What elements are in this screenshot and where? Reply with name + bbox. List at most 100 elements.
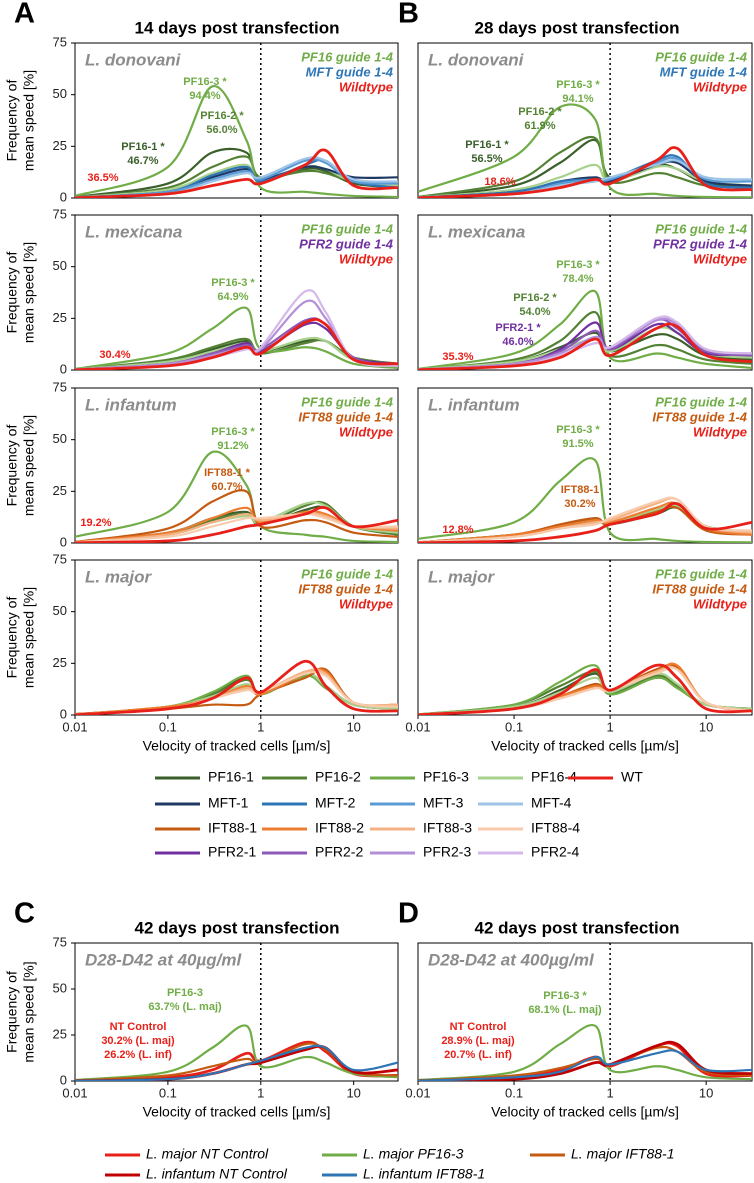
y-tick-label: 0: [60, 1072, 67, 1087]
x-tick-label: 1: [257, 1085, 264, 1100]
x-tick-label: 1: [606, 1085, 613, 1100]
panel-title: 14 days post transfection: [134, 18, 339, 37]
legend-label: PF16-1: [208, 769, 254, 785]
x-tick-label: 0.1: [159, 719, 177, 734]
group-label: Wildtype: [693, 251, 747, 266]
series-line: [418, 457, 752, 543]
group-label: MFT guide 1-4: [306, 64, 394, 79]
y-tick-label: 50: [53, 86, 67, 101]
curves: [75, 450, 398, 543]
annotation: 56.5%: [471, 153, 502, 165]
x-tick-label: 0.01: [405, 719, 430, 734]
plot-frame: [417, 387, 753, 544]
x-tick-label: 10: [699, 719, 713, 734]
panel-letter: B: [398, 0, 419, 30]
annotation: PF16-2 *: [513, 292, 557, 304]
annotation: 78.4%: [562, 273, 593, 285]
annotation: 91.5%: [562, 438, 593, 450]
group-label: PFR2 guide 1-4: [653, 236, 748, 251]
legend: PF16-1 PF16-2 PF16-3 PF16-4 WT MFT-1 MFT-2 MFT-…: [155, 769, 643, 860]
series-line: [418, 501, 752, 543]
curves: [418, 457, 752, 543]
annotation: 26.2% (L. inf): [104, 1049, 172, 1061]
y-tick-label: 75: [53, 34, 67, 49]
species-label: L. mexicana: [428, 222, 525, 241]
x-tick-label: 10: [346, 719, 360, 734]
legend-label: IFT88-3: [423, 820, 472, 836]
x-tick-label: 1: [257, 719, 264, 734]
annotation: PF16-3 *: [556, 424, 600, 436]
curves: [418, 103, 752, 198]
annotation: PF16-3 *: [543, 990, 587, 1002]
plot-frame: [417, 942, 753, 1082]
x-tick-label: 10: [346, 1085, 360, 1100]
species-label: L. infantum: [85, 395, 177, 414]
group-label: IFT88 guide 1-4: [652, 409, 747, 424]
panel-letter: C: [14, 898, 35, 930]
series-line: [75, 506, 398, 543]
y-tick-label: 75: [53, 551, 67, 566]
y-axis-label: mean speed [%]: [21, 242, 37, 343]
annotation: PFR2-1 *: [495, 322, 541, 334]
x-tick-label: 0.1: [505, 1085, 523, 1100]
legend-label: PFR2-3: [423, 844, 471, 860]
x-axis-label: Velocity of tracked cells [µm/s]: [491, 1104, 679, 1120]
series-line: [418, 146, 752, 198]
x-tick-label: 0.1: [505, 719, 523, 734]
panel: D 42 days post transfection 0.01 0.1 1 10 Velo…: [398, 898, 753, 1120]
y-axis-label: mean speed [%]: [21, 70, 37, 171]
y-axis-label: Frequency of: [4, 80, 20, 162]
panel-title: 42 days post transfection: [474, 918, 679, 937]
y-tick-label: 25: [53, 1026, 67, 1041]
series-line: [75, 148, 398, 198]
annotation: PF16-1 *: [465, 139, 509, 151]
series-line: [75, 1044, 398, 1081]
panel: 0 25 50 75 Frequency of mean speed [%] L. infa…: [4, 379, 399, 549]
group-label: IFT88 guide 1-4: [652, 581, 747, 596]
panel: C 42 days post transfection 0 25 50 75 Frequen…: [4, 898, 399, 1120]
y-tick-label: 75: [53, 934, 67, 949]
legend-label: L. major IFT88-1: [571, 1146, 674, 1162]
x-tick-label: 1: [606, 719, 613, 734]
y-axis-label: Frequency of: [4, 597, 20, 679]
species-label: L. mexicana: [85, 222, 182, 241]
annotation: 60.7%: [211, 481, 242, 493]
legend-label: PFR2-1: [208, 844, 256, 860]
annotation: 28.9% (L. maj): [441, 1035, 515, 1047]
panel: A 14 days post transfection 0 25 50 75 Frequen…: [4, 0, 399, 204]
annotation: 35.3%: [442, 351, 473, 363]
annotation: 36.5%: [87, 172, 118, 184]
annotation: 61.9%: [524, 120, 555, 132]
species-label: L. major: [85, 567, 153, 586]
group-label: Wildtype: [693, 79, 747, 94]
y-tick-label: 75: [53, 206, 67, 221]
panel: 0.01 0.1 1 10 Velocity of tracked cells [µm/…: [405, 559, 753, 754]
y-tick-label: 50: [53, 258, 67, 273]
species-label: L. major: [428, 567, 496, 586]
y-tick-label: 25: [53, 310, 67, 325]
y-tick-label: 25: [53, 483, 67, 498]
x-tick-label: 0.01: [62, 1085, 87, 1100]
x-tick-label: 10: [699, 1085, 713, 1100]
y-axis-label: Frequency of: [4, 252, 20, 334]
panel: B 28 days post transfection L. donovani PF1…: [398, 0, 753, 199]
species-label: D28-D42 at 400µg/ml: [428, 950, 595, 969]
annotation: IFT88-1 *: [204, 467, 251, 479]
curves: [75, 289, 398, 370]
curves: [75, 659, 398, 715]
legend-label: WT: [621, 769, 643, 785]
y-tick-label: 75: [53, 379, 67, 394]
group-label: Wildtype: [339, 251, 393, 266]
y-tick-label: 25: [53, 655, 67, 670]
group-label: IFT88 guide 1-4: [298, 581, 393, 596]
curves: [75, 1024, 398, 1081]
group-label: PF16 guide 1-4: [655, 566, 748, 581]
panel-letter: A: [14, 0, 35, 30]
annotation: 12.8%: [442, 524, 473, 536]
annotation: PF16-3 *: [556, 259, 600, 271]
group-label: PF16 guide 1-4: [301, 221, 394, 236]
group-label: Wildtype: [693, 424, 747, 439]
annotation: 94.1%: [562, 93, 593, 105]
y-axis-label: mean speed [%]: [21, 961, 37, 1062]
